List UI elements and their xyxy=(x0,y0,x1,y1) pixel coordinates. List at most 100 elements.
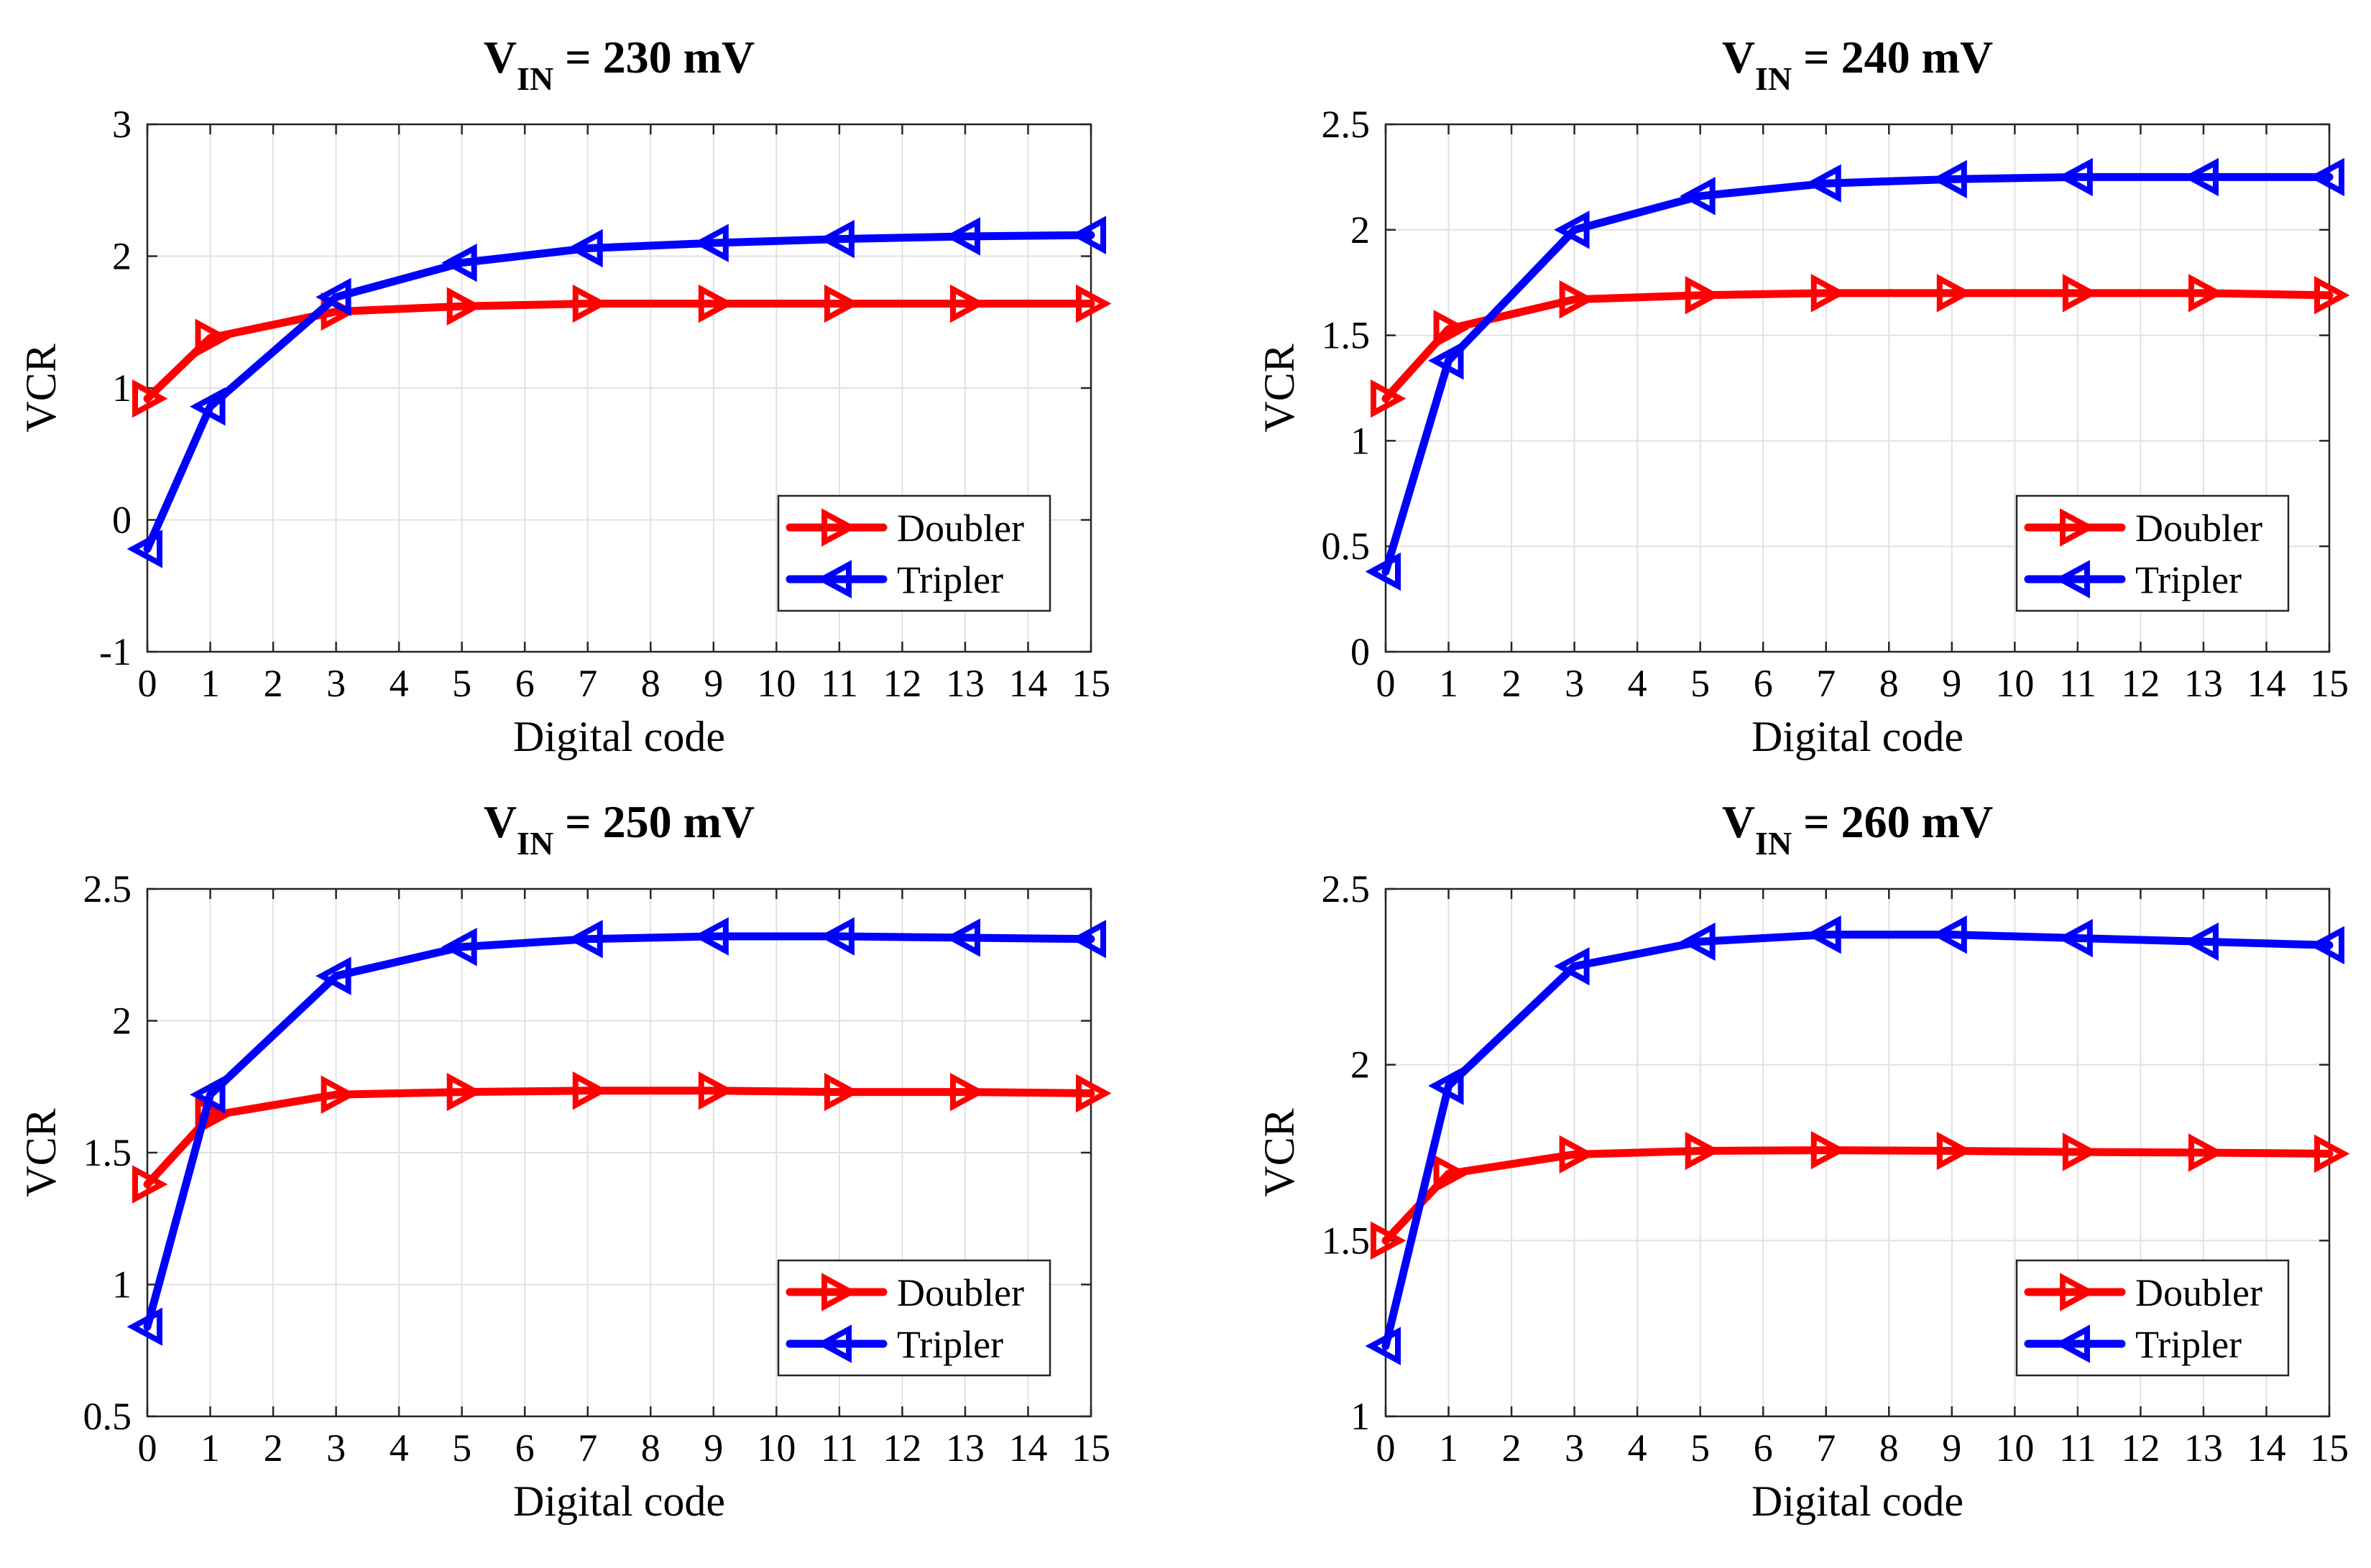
legend-label-doubler: Doubler xyxy=(897,507,1024,550)
x-tick-label: 7 xyxy=(578,662,597,705)
x-tick-label: 5 xyxy=(452,662,471,705)
x-tick-label: 10 xyxy=(757,1426,796,1470)
data-point-tripler xyxy=(1365,552,1401,591)
y-axis-label: VCR xyxy=(1256,1108,1303,1196)
legend-marker-doubler xyxy=(821,1273,857,1311)
legend-marker-doubler xyxy=(2060,1273,2096,1311)
x-tick-label: 14 xyxy=(2247,662,2285,705)
chart-panel-2: 0 1 2 3 4 5 6 7 8 9 10 11 12 13 14 1500.511.522.5Digita… xyxy=(1256,32,2350,760)
data-point-tripler xyxy=(2308,157,2344,197)
legend: Doubler Tripler xyxy=(2015,494,2290,612)
x-tick-label: 5 xyxy=(1690,662,1710,705)
legend: Doubler Tripler xyxy=(777,494,1051,612)
data-point-tripler xyxy=(819,219,855,259)
y-tick-label: 1.5 xyxy=(1322,314,1371,357)
x-tick-label: 0 xyxy=(138,662,157,705)
data-point-doubler xyxy=(2314,276,2350,315)
legend-marker-tripler xyxy=(2054,1324,2090,1363)
legend-marker-doubler xyxy=(2060,508,2096,547)
y-tick-label: 2 xyxy=(1350,208,1370,252)
chart-title: VIN = 250 mV xyxy=(484,796,755,862)
x-tick-label: 2 xyxy=(264,662,283,705)
x-tick-label: 11 xyxy=(821,662,858,705)
x-tick-label: 13 xyxy=(2184,1426,2223,1470)
data-point-doubler xyxy=(1685,276,1721,315)
legend-marker-doubler xyxy=(821,508,857,547)
data-point-tripler xyxy=(1554,211,1590,249)
data-point-doubler xyxy=(132,379,168,418)
x-tick-label: 4 xyxy=(1628,1426,1647,1470)
data-point-tripler xyxy=(1931,915,1967,954)
x-tick-label: 11 xyxy=(821,1426,858,1470)
data-point-doubler xyxy=(1936,1131,1973,1171)
x-tick-label: 8 xyxy=(641,1426,660,1470)
x-tick-label: 3 xyxy=(1565,662,1584,705)
data-point-tripler xyxy=(693,223,729,262)
x-tick-label: 2 xyxy=(1502,1426,1521,1470)
data-point-doubler xyxy=(321,1075,357,1114)
data-point-tripler xyxy=(316,277,351,317)
x-tick-label: 0 xyxy=(138,1426,157,1470)
data-point-tripler xyxy=(944,217,980,256)
data-point-tripler xyxy=(1554,946,1590,986)
x-tick-label: 13 xyxy=(2184,662,2223,705)
legend-label-doubler: Doubler xyxy=(2135,507,2262,550)
x-tick-label: 15 xyxy=(2310,1426,2349,1470)
data-point-tripler xyxy=(2183,922,2219,961)
series-line-tripler xyxy=(1381,931,2334,1350)
data-point-tripler xyxy=(2057,157,2093,197)
x-tick-label: 2 xyxy=(264,1426,283,1470)
y-tick-label: 1 xyxy=(112,366,132,410)
chart-title: VIN = 240 mV xyxy=(1722,32,1993,97)
data-point-tripler xyxy=(1805,915,1841,954)
y-tick-label: 0 xyxy=(112,499,132,542)
data-point-doubler xyxy=(1371,1221,1407,1260)
x-tick-label: 15 xyxy=(1072,1426,1110,1470)
legend: Doubler Tripler xyxy=(777,1259,1051,1377)
data-point-doubler xyxy=(1433,1154,1469,1194)
chart-title: VIN = 230 mV xyxy=(484,32,755,97)
data-point-tripler xyxy=(567,229,603,268)
chart-title: VIN = 260 mV xyxy=(1722,796,1993,862)
y-tick-label: -1 xyxy=(99,630,132,673)
data-point-doubler xyxy=(195,318,231,357)
x-tick-label: 11 xyxy=(2059,1426,2096,1470)
data-point-doubler xyxy=(2188,1133,2224,1172)
data-point-doubler xyxy=(572,1071,609,1110)
data-point-doubler xyxy=(1076,1074,1112,1113)
legend: Doubler Tripler xyxy=(2015,1259,2290,1377)
legend-label-tripler: Tripler xyxy=(897,1323,1003,1366)
x-tick-label: 15 xyxy=(2310,662,2349,705)
data-point-tripler xyxy=(1805,164,1841,203)
data-point-tripler xyxy=(1931,160,1967,199)
x-axis-label: Digital code xyxy=(513,713,725,760)
x-tick-label: 14 xyxy=(2247,1426,2285,1470)
x-tick-label: 1 xyxy=(1439,1426,1458,1470)
data-point-doubler xyxy=(1685,1131,1721,1171)
y-tick-label: 0 xyxy=(1350,630,1370,673)
x-tick-label: 0 xyxy=(1376,662,1396,705)
data-point-tripler xyxy=(441,928,477,967)
legend-label-doubler: Doubler xyxy=(2135,1271,2262,1314)
x-tick-label: 4 xyxy=(390,1426,409,1470)
x-axis-label: Digital code xyxy=(1751,1477,1963,1525)
x-tick-label: 6 xyxy=(1754,1426,1773,1470)
series-line-doubler xyxy=(143,300,1095,403)
data-point-doubler xyxy=(1810,1130,1847,1170)
x-tick-label: 8 xyxy=(641,662,660,705)
x-tick-label: 4 xyxy=(390,662,409,705)
y-tick-label: 2.5 xyxy=(1322,867,1371,910)
data-point-tripler xyxy=(190,1075,226,1114)
data-point-tripler xyxy=(2057,918,2093,958)
x-tick-label: 10 xyxy=(1995,662,2034,705)
legend-label-tripler: Tripler xyxy=(2135,558,2242,601)
series-line-tripler xyxy=(143,231,1095,553)
data-point-tripler xyxy=(1428,341,1464,380)
data-point-doubler xyxy=(698,1071,735,1110)
data-point-doubler xyxy=(698,284,735,323)
x-tick-label: 13 xyxy=(946,662,985,705)
data-point-doubler xyxy=(132,1165,168,1204)
data-point-doubler xyxy=(2314,1134,2350,1173)
series-line-doubler xyxy=(143,1087,1095,1189)
